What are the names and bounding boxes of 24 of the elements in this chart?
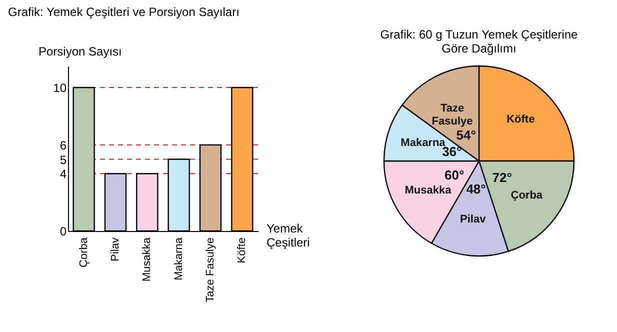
y-tick-label: 5 — [60, 152, 67, 167]
data-label: 60° — [444, 167, 464, 182]
y-tick-label: 4 — [60, 167, 67, 182]
data-label: 72° — [492, 170, 512, 185]
x-tick-label: Çorba — [78, 236, 90, 268]
y-axis-title: Porsiyon Sayısı — [38, 44, 122, 58]
slice-label: Taze Fasulye — [432, 102, 473, 128]
data-label: 48° — [466, 181, 486, 196]
y-tick-label: 10 — [53, 81, 67, 96]
x-tick-label: Makarna — [172, 236, 185, 280]
x-tick-label: Pilav — [110, 237, 122, 262]
slice-label: Köfte — [506, 113, 535, 126]
x-tick-label: Köfte — [236, 238, 248, 264]
y-tick-label: 6 — [60, 138, 67, 152]
chart-title: Grafik: 60 g Tuzun Yemek Çeşitlerine Göre Dağılımı — [380, 28, 578, 56]
y-tick-label: 0 — [60, 224, 67, 238]
x-tick-label: Taze Fasulye — [204, 238, 216, 302]
slice-label: Pilav — [460, 214, 487, 226]
data-label: 54° — [456, 128, 476, 143]
x-tick-label: Musakka — [141, 236, 154, 282]
x-axis-title: Yemek Çeşitleri — [266, 222, 310, 250]
chart-title: Grafik: Yemek Çeşitleri ve Porsiyon Sayıları — [8, 5, 240, 19]
slice-label: Çorba — [510, 190, 544, 202]
slice-label: Musakka — [404, 184, 452, 196]
